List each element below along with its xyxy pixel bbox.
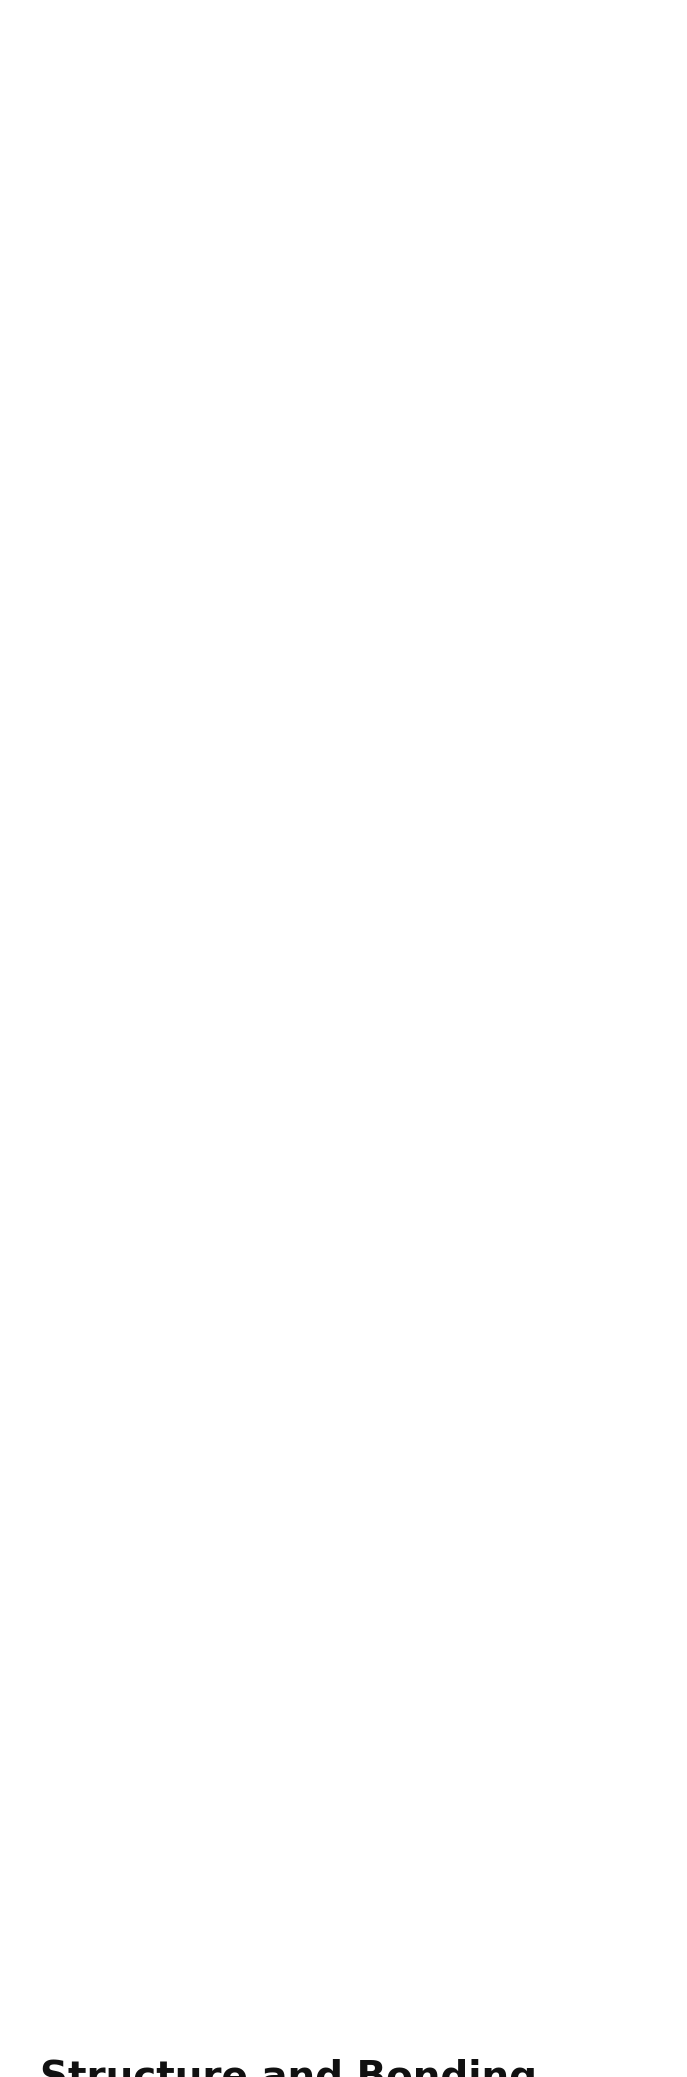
Text: Structure and Bonding: Structure and Bonding: [40, 2058, 537, 2077]
